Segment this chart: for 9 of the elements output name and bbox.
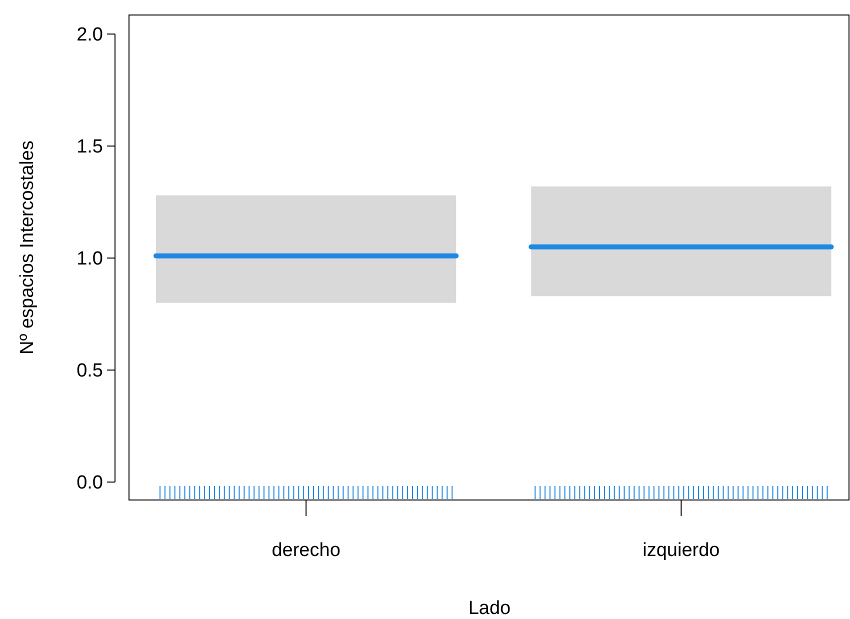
y-axis-title: Nº espacios Intercostales bbox=[17, 140, 38, 354]
y-tick-label: 0.0 bbox=[76, 472, 103, 494]
y-tick-label: 0.5 bbox=[76, 360, 103, 382]
x-tick-label: izquierdo bbox=[642, 540, 720, 561]
x-tick-label: derecho bbox=[272, 540, 340, 561]
y-tick-label: 1.0 bbox=[76, 248, 103, 270]
y-tick-label: 2.0 bbox=[76, 24, 103, 46]
y-tick-label: 1.5 bbox=[76, 136, 103, 158]
x-axis-title: Lado bbox=[468, 598, 511, 619]
